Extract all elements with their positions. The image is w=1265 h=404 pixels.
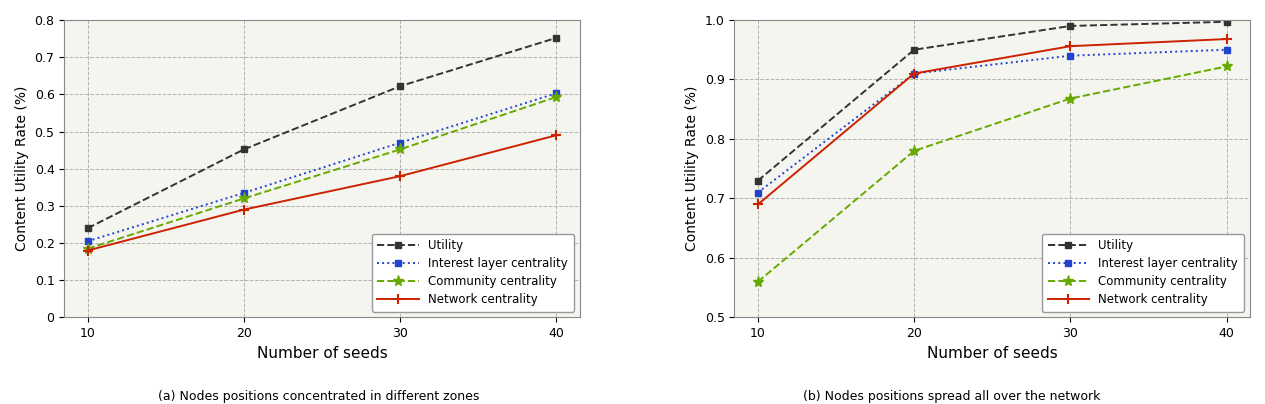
Interest layer centrality: [237, 190, 252, 195]
Utility: [1063, 23, 1078, 28]
Network centrality: [392, 174, 407, 179]
Community centrality: [80, 246, 95, 251]
Line: Utility: Utility: [755, 19, 1230, 184]
Line: Community centrality: Community centrality: [753, 61, 1232, 287]
Interest layer centrality: [907, 71, 922, 76]
Legend: Utility, Interest layer centrality, Community centrality, Network centrality: Utility, Interest layer centrality, Comm…: [1042, 234, 1243, 311]
Network centrality: [549, 133, 564, 138]
Y-axis label: Content Utility Rate (%): Content Utility Rate (%): [15, 86, 29, 251]
Community centrality: [907, 148, 922, 153]
Utility: [392, 84, 407, 88]
Community centrality: [237, 196, 252, 201]
Network centrality: [1063, 44, 1078, 48]
Community centrality: [1063, 96, 1078, 101]
Community centrality: [1219, 64, 1235, 69]
Interest layer centrality: [549, 91, 564, 96]
Line: Network centrality: Network centrality: [82, 130, 562, 255]
Network centrality: [80, 248, 95, 253]
Network centrality: [237, 207, 252, 212]
Network centrality: [907, 71, 922, 76]
Line: Network centrality: Network centrality: [753, 34, 1231, 209]
Interest layer centrality: [80, 239, 95, 244]
Utility: [237, 147, 252, 152]
X-axis label: Number of seeds: Number of seeds: [257, 346, 387, 361]
Legend: Utility, Interest layer centrality, Community centrality, Network centrality: Utility, Interest layer centrality, Comm…: [372, 234, 574, 311]
Text: (b) Nodes positions spread all over the network: (b) Nodes positions spread all over the …: [802, 390, 1101, 403]
Utility: [80, 226, 95, 231]
Utility: [907, 47, 922, 52]
Community centrality: [750, 279, 765, 284]
Interest layer centrality: [1219, 47, 1235, 52]
Utility: [750, 178, 765, 183]
Network centrality: [750, 202, 765, 207]
Utility: [1219, 19, 1235, 24]
Line: Utility: Utility: [85, 35, 559, 231]
Community centrality: [549, 95, 564, 99]
Line: Interest layer centrality: Interest layer centrality: [85, 90, 559, 244]
X-axis label: Number of seeds: Number of seeds: [927, 346, 1058, 361]
Line: Interest layer centrality: Interest layer centrality: [755, 46, 1230, 196]
Interest layer centrality: [750, 190, 765, 195]
Text: (a) Nodes positions concentrated in different zones: (a) Nodes positions concentrated in diff…: [158, 390, 479, 403]
Interest layer centrality: [392, 140, 407, 145]
Line: Community centrality: Community centrality: [82, 91, 562, 254]
Y-axis label: Content Utility Rate (%): Content Utility Rate (%): [686, 86, 700, 251]
Community centrality: [392, 147, 407, 152]
Network centrality: [1219, 37, 1235, 42]
Interest layer centrality: [1063, 53, 1078, 58]
Utility: [549, 36, 564, 40]
